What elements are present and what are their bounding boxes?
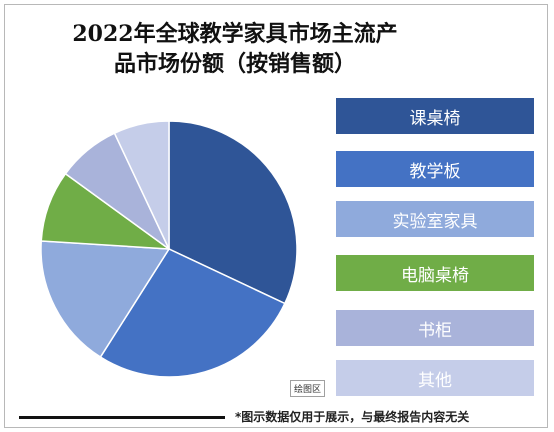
chart-title: 2022年全球教学家具市场主流产 品市场份额（按销售额） xyxy=(65,19,405,79)
pie-chart xyxy=(40,120,298,378)
pie-slice-6 xyxy=(113,120,170,250)
plot-area-label: 绘图区 xyxy=(290,380,326,397)
legend-item-5: 书柜 xyxy=(336,310,534,346)
pie-slice-3 xyxy=(40,240,171,359)
legend-item-1: 课桌椅 xyxy=(336,98,534,134)
chart-frame: 2022年全球教学家具市场主流产 品市场份额（按销售额） 课桌椅教学板实验室家具… xyxy=(4,4,548,428)
legend-item-4: 电脑桌椅 xyxy=(336,255,534,291)
legend-item-6: 其他 xyxy=(336,360,534,396)
legend-item-2: 教学板 xyxy=(336,151,534,187)
legend-item-3: 实验室家具 xyxy=(336,201,534,237)
chart-title-line-1: 2022年全球教学家具市场主流产 xyxy=(72,21,398,47)
footer-divider xyxy=(19,416,225,419)
chart-title-line-2: 品市场份额（按销售额） xyxy=(113,51,356,77)
pie-slice-2 xyxy=(99,248,286,378)
footnote: *图示数据仅用于展示，与最终报告内容无关 xyxy=(235,410,470,424)
pie-slice-1 xyxy=(168,120,298,305)
